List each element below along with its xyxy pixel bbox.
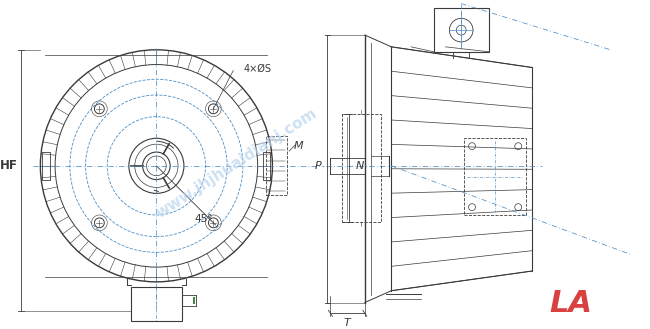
Text: LA: LA [550,289,593,318]
Text: N: N [356,161,365,171]
Text: 4×ØS: 4×ØS [243,63,271,74]
Bar [343,114,381,222]
Bar [263,152,270,180]
Text: 45°: 45° [194,214,213,224]
Text: T: T [344,318,350,328]
Bar [266,136,287,195]
Text: M: M [294,141,304,151]
Bar [42,152,50,180]
Text: www.jhjhuaidianj.com: www.jhjhuaidianj.com [154,105,320,221]
Bar [434,9,489,52]
Text: HF: HF [0,159,18,172]
Bar [131,287,182,321]
Text: P: P [315,161,322,171]
Bar [464,138,526,215]
